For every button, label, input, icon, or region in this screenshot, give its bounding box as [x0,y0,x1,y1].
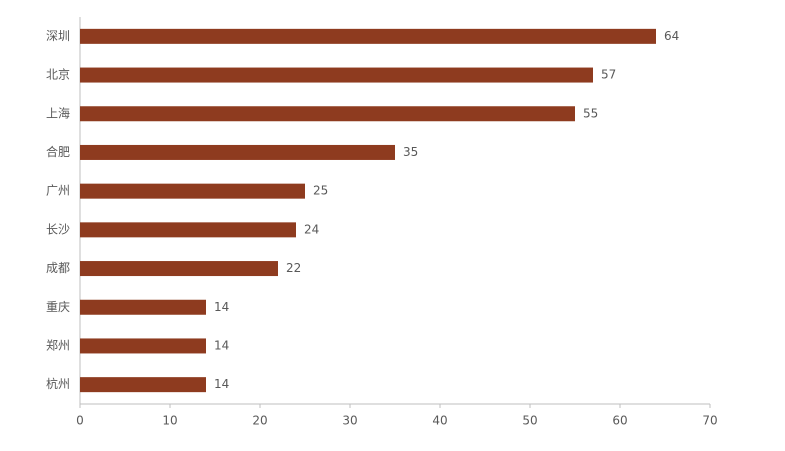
y-tick-label: 深圳 [46,29,70,43]
bar [80,106,575,122]
bar [80,377,206,393]
y-tick-label: 广州 [46,184,70,198]
value-label: 22 [286,261,301,275]
value-label: 14 [214,377,229,391]
value-label: 55 [583,106,598,120]
y-tick-label: 成都 [46,261,70,275]
x-tick-label: 30 [342,414,357,428]
x-tick-label: 0 [76,414,84,428]
bar [80,144,395,160]
x-tick-label: 20 [252,414,267,428]
y-tick-label: 杭州 [46,376,70,391]
y-tick-label: 上海 [46,105,70,120]
y-tick-label: 长沙 [46,222,70,236]
value-label: 24 [304,222,319,236]
y-tick-label: 北京 [46,68,70,82]
bar [80,261,278,277]
x-tick-label: 70 [702,414,717,428]
value-label: 35 [403,145,418,159]
x-tick-label: 10 [162,414,177,428]
value-label: 64 [664,29,679,43]
y-tick-label: 合肥 [46,144,70,159]
y-tick-label: 重庆 [46,300,70,314]
x-tick-label: 60 [612,414,627,428]
bar [80,183,305,199]
x-tick-label: 50 [522,414,537,428]
y-tick-label: 郑州 [46,337,70,352]
bar [80,67,593,83]
value-label: 25 [313,184,328,198]
bar [80,28,656,44]
bar [80,222,296,238]
bar [80,338,206,354]
value-label: 14 [214,300,229,314]
bar [80,299,206,315]
x-tick-label: 40 [432,414,447,428]
value-label: 14 [214,338,229,352]
value-label: 57 [601,68,616,82]
